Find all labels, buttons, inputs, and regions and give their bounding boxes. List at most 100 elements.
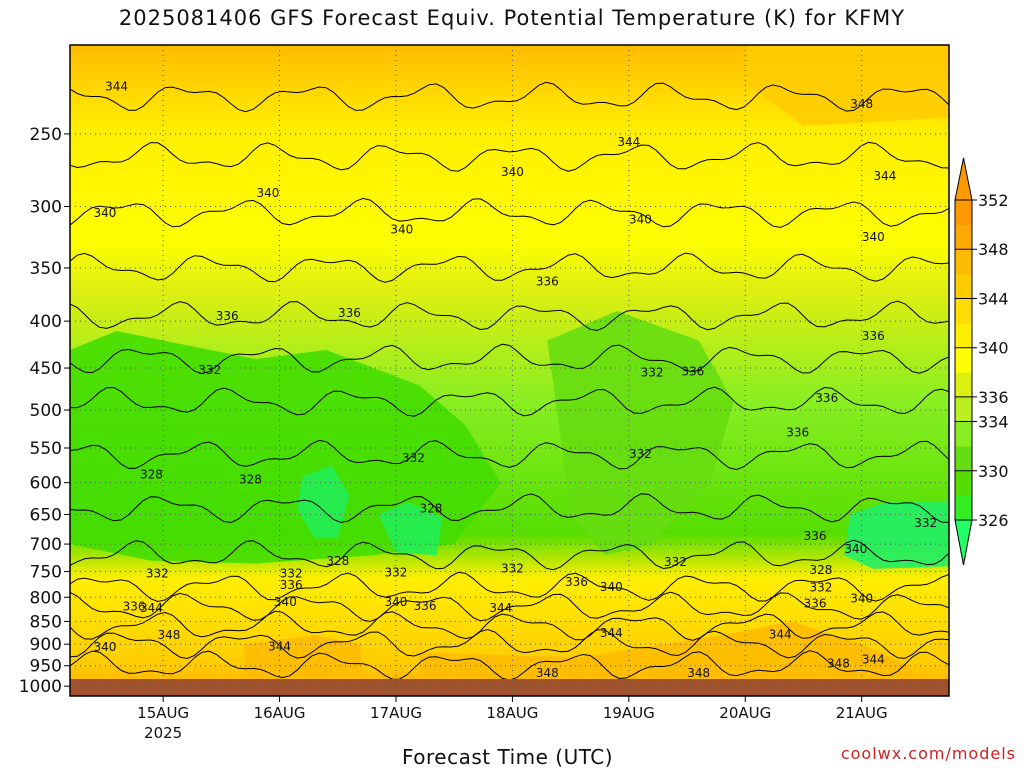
contour-label: 336 [804,597,827,611]
colorbar-segment [955,372,972,398]
contour-label: 348 [536,666,559,680]
contour-label: 340 [629,213,652,227]
colorbar-label: 344 [978,289,1009,308]
contour-label: 348 [158,628,181,642]
y-axis: 250 300 350 400 450 500 550 600 650 700 750 800 850 9… [19,125,70,697]
y-tick-label: 550 [30,439,62,459]
contour-label: 336 [123,600,146,614]
contour-label: 344 [600,626,623,640]
x-tick-label: 21AUG [836,704,888,722]
field-patches [70,45,949,696]
contour-label: 340 [850,591,873,605]
y-tick-label: 250 [30,125,62,145]
contour-label: 344 [617,135,640,149]
y-tick-label: 650 [30,506,62,526]
contour-line [70,591,949,623]
colorbar-label: 330 [978,462,1009,481]
moist-core-2 [378,502,443,556]
contour-label: 340 [274,595,297,609]
contour-line [70,141,949,172]
y-tick-label: 350 [30,259,62,279]
contour-label: 332 [664,555,687,569]
y-tick-label: 900 [30,635,62,655]
contour-label: 332 [629,447,652,461]
x-tick-label: 20AUG [719,704,771,722]
contour-label: 332 [641,365,664,379]
contour-label: 332 [809,581,832,595]
x-tick-label: 17AUG [370,704,422,722]
contour-label: 344 [874,169,897,183]
contour-label: 336 [681,365,704,379]
contour-line [70,571,949,603]
x-tick-year: 2025 [144,724,182,742]
colorbar-label: 340 [978,339,1009,358]
contour-label: 328 [239,472,262,486]
colorbar-label: 326 [978,511,1009,530]
y-tick-label: 800 [30,588,62,608]
contour-label: 340 [600,580,623,594]
contour-label: 336 [565,575,588,589]
x-axis-title: Forecast Time (UTC) [402,745,614,769]
y-tick-label: 300 [30,198,62,218]
contour-line [70,610,949,641]
plot-area [70,45,949,696]
contour-label: 332 [198,363,221,377]
contour-line [70,493,949,524]
contour-label: 340 [93,640,116,654]
y-tick-label: 850 [30,612,62,632]
contour-label: 336 [786,425,809,439]
contour-label: 336 [414,599,437,613]
colorbar-arrow-bottom [954,519,973,566]
colorbar-segment [955,495,972,521]
contour-label: 344 [489,601,512,615]
contour-line [70,386,949,417]
moist-core-east [844,502,949,569]
colorbar-label: 352 [978,191,1009,210]
colorbar-segment [955,273,972,299]
y-tick-label: 700 [30,535,62,555]
y-tick-label: 950 [30,657,62,677]
colorbar-segment [955,249,972,275]
contour-label: 340 [385,595,408,609]
colorbar-segment [955,298,972,324]
y-tick-label: 500 [30,401,62,421]
contour-label: 348 [687,666,710,680]
grid-lines [70,45,949,696]
x-tick-label: 15AUG [137,704,189,722]
credit-link[interactable]: coolwx.com/models [840,744,1016,763]
contour-line [70,539,949,571]
contour-label: 336 [862,329,885,343]
contour-label: 348 [827,657,850,671]
y-tick-label: 750 [30,563,62,583]
contour-line [70,439,949,471]
contour-line [70,628,949,660]
contour-label: 340 [862,230,885,244]
contour-label: 332 [914,516,937,530]
colorbar: 326 330 334 336 340 344 348 352 [954,157,1009,566]
contour-label: 348 [850,97,873,111]
contour-label: 340 [501,165,524,179]
colorbar-label: 334 [978,413,1009,432]
contour-line [70,81,949,113]
x-tick-label: 18AUG [486,704,538,722]
colorbar-label: 336 [978,388,1009,407]
contour-label: 340 [256,186,279,200]
contour-label: 328 [326,554,349,568]
contour-line [70,197,949,228]
contour-label: 336 [338,306,361,320]
contour-label: 332 [385,566,408,580]
colorbar-segment [955,446,972,472]
y-tick-label: 400 [30,312,62,332]
ground-strip [70,679,949,696]
moist-layer-mid [547,311,734,556]
colorbar-segment [955,421,972,447]
contour-label: 328 [809,563,832,577]
colorbar-segment [955,200,972,226]
contour-labels: 344 340 340 340 340 344 340 348 344 340 336 336 336 3… [93,80,937,681]
contour-label: 336 [280,578,303,592]
contour-label: 344 [268,639,291,653]
y-tick-label: 1000 [19,677,62,697]
contour-label: 336 [804,529,827,543]
contour-label: 340 [390,223,413,237]
contour-label: 336 [815,391,838,405]
